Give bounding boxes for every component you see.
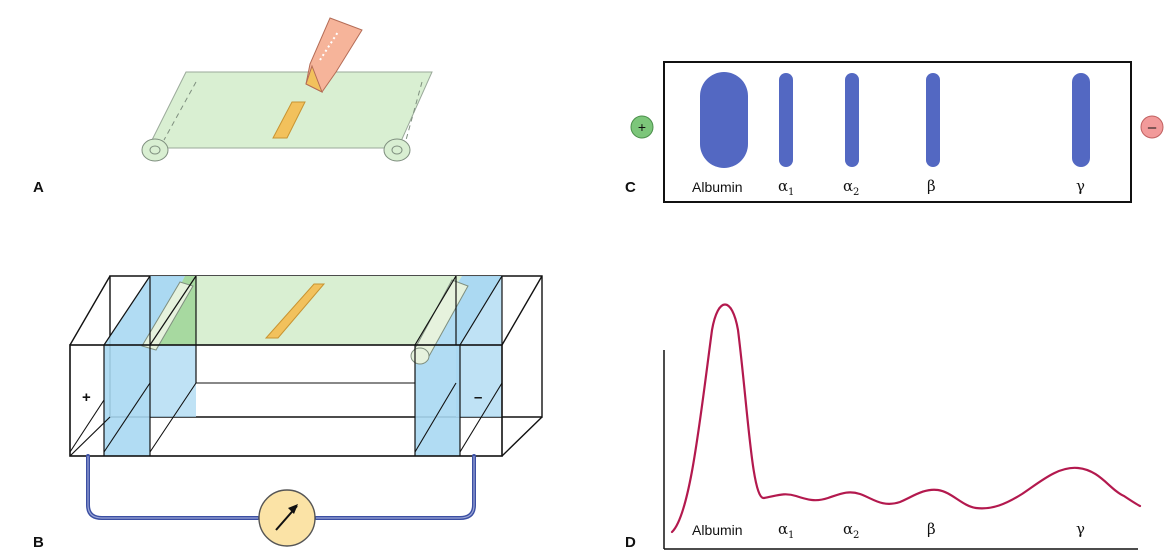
panel-label-a: A (33, 179, 44, 196)
panel-b-electrophoresis-tank: + – B (33, 275, 543, 551)
trace-label-alpha1-sub: 1 (788, 530, 794, 541)
band-alpha1 (779, 73, 793, 167)
paper-roll-right-core (391, 145, 403, 155)
paper-roll-left (141, 138, 169, 162)
sample-streak (272, 101, 306, 139)
buffer-right-back (456, 276, 502, 417)
panel-label-d: D (625, 534, 636, 551)
paper-bridge (150, 276, 462, 345)
band-alpha2 (845, 73, 859, 167)
roller-right-end (410, 347, 430, 365)
fold-line-right (405, 81, 423, 141)
strip-label-alpha1-sub: 1 (788, 187, 794, 198)
panel-d-densitometer-trace: Albumin α 1 α 2 β γ D (625, 303, 1142, 551)
strip-label-gamma: γ (1076, 177, 1085, 195)
applicator-tip-icon (305, 64, 323, 94)
circuit-wire-highlight (87, 456, 475, 519)
cathode-icon (1140, 115, 1164, 139)
anode-symbol: + (638, 119, 646, 135)
panel-label-b: B (33, 534, 44, 551)
strip-label-albumin: Albumin (692, 179, 743, 195)
panel-a-sample-application: A (33, 17, 433, 196)
anode-icon (630, 115, 654, 139)
fold-line-left (163, 81, 197, 141)
applicator-marks (319, 31, 339, 61)
trace-label-albumin: Albumin (692, 522, 743, 538)
strip-label-alpha2-sub: 2 (853, 187, 859, 198)
panel-c-separated-strip: + – Albumin α 1 α 2 β γ C (625, 61, 1164, 203)
trace-label-beta: β (927, 520, 936, 538)
trace-label-alpha1: α (778, 520, 788, 538)
paper-roll-right (383, 138, 411, 162)
band-gamma (1072, 73, 1090, 167)
paper-roll-left-core (149, 145, 161, 155)
trace-label-gamma: γ (1076, 520, 1085, 538)
tank-front-face (69, 344, 503, 457)
tank-positive-sign: + (82, 389, 91, 406)
densitometer-curve (670, 303, 1142, 534)
band-beta (926, 73, 940, 167)
strip-label-alpha1: α (778, 177, 788, 195)
band-albumin (700, 72, 748, 168)
strip-label-beta: β (927, 177, 936, 195)
panel-label-c: C (625, 179, 636, 196)
cathode-symbol: – (1148, 119, 1157, 136)
tank-negative-sign: – (474, 389, 482, 406)
sample-band-on-bridge (264, 283, 326, 339)
strip-label-alpha2: α (843, 177, 853, 195)
ammeter-arrow-icon (288, 504, 298, 514)
trace-label-alpha2-sub: 2 (853, 530, 859, 541)
trace-label-alpha2: α (843, 520, 853, 538)
